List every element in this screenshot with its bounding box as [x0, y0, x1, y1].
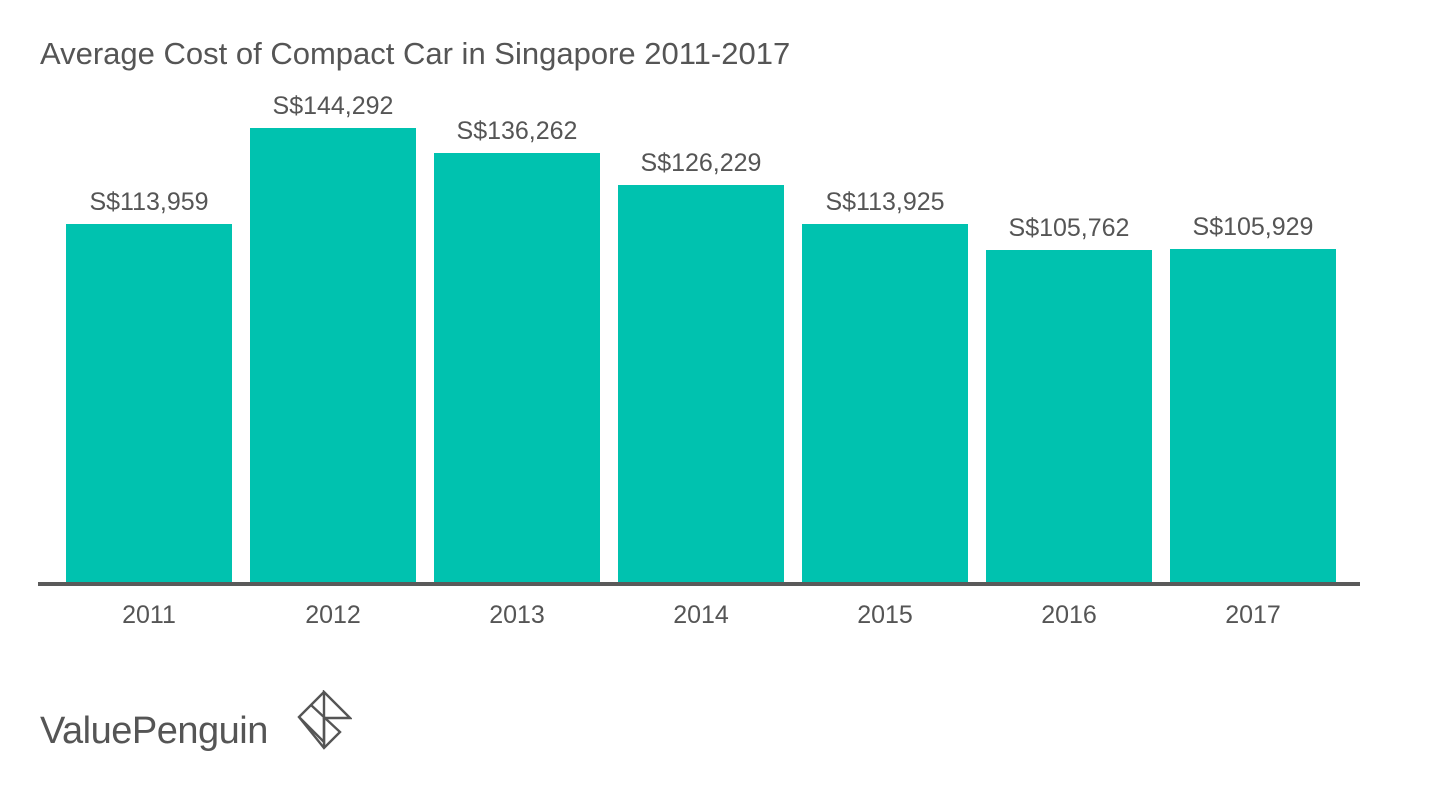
bar-2014 [618, 185, 784, 584]
x-axis-line [38, 582, 1360, 586]
bar-2016 [986, 250, 1152, 584]
x-tick-label: 2015 [857, 601, 913, 629]
value-label: S$144,292 [272, 92, 394, 120]
x-tick-label: 2014 [673, 601, 729, 629]
bar-2015 [802, 224, 968, 584]
value-label: S$105,762 [1008, 214, 1130, 242]
brand-logo-text: ValuePenguin [40, 710, 268, 752]
x-tick-label: 2011 [122, 601, 176, 629]
value-label: S$113,925 [825, 188, 945, 216]
value-label: S$136,262 [456, 117, 578, 145]
x-tick-label: 2017 [1225, 601, 1281, 629]
value-label: S$126,229 [640, 149, 762, 177]
bar-2013 [434, 153, 600, 584]
valuepenguin-logo-icon [297, 690, 352, 750]
bar-2017 [1170, 249, 1336, 584]
x-tick-label: 2012 [305, 601, 361, 629]
value-label: S$105,929 [1192, 213, 1314, 241]
x-tick-label: 2016 [1041, 601, 1097, 629]
bar-2012 [250, 128, 416, 584]
chart-title: Average Cost of Compact Car in Singapore… [40, 36, 791, 71]
x-tick-label: 2013 [489, 601, 545, 629]
bar-2011 [66, 224, 232, 584]
value-label: S$113,959 [89, 188, 209, 216]
